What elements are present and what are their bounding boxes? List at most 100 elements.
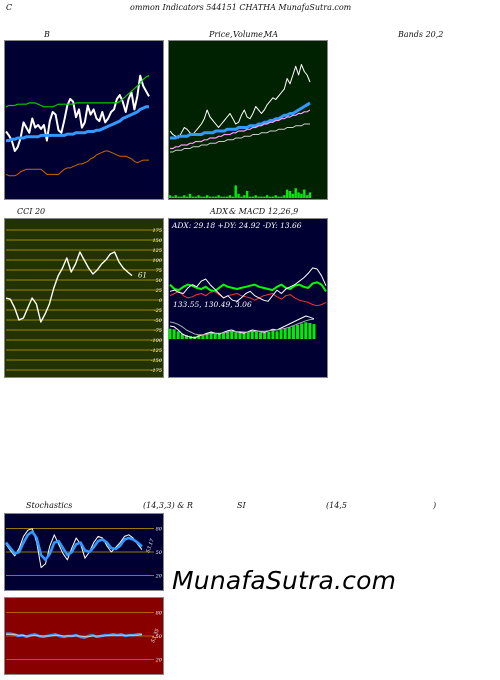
volume-bar <box>308 192 312 198</box>
volume-bar <box>251 196 255 198</box>
price-title-1: Price, <box>209 30 233 39</box>
stoch-svg: 80 50 20 53.17 <box>4 513 164 591</box>
macd-hist-bar <box>226 331 230 339</box>
rsi-rsi_smooth-line <box>6 633 143 638</box>
cci-tick-label: 175 <box>152 228 162 234</box>
bb-middle-line <box>6 105 149 143</box>
macd-hist-bar <box>168 328 172 339</box>
adx-svg: ADX: 29.18 +DY: 24.92 -DY: 13.66 133.55, … <box>168 218 328 378</box>
macd-hist-bar <box>209 332 213 339</box>
cci-tick-label: 125 <box>152 248 162 254</box>
volume-bar <box>288 191 292 198</box>
price-ma_slow-line <box>170 123 310 153</box>
volume-bar <box>283 195 286 198</box>
volume-bar <box>191 196 195 198</box>
cci-tick-label: 25 <box>155 288 162 294</box>
macd-macd-line <box>169 315 315 339</box>
cci-tick-label: -175 <box>151 368 162 374</box>
volume-bar <box>271 196 275 198</box>
cci-title: CCI 20 <box>17 207 46 216</box>
stoch-title-1: Stochastics <box>26 501 73 510</box>
macd-hist-bar <box>271 330 275 339</box>
macd-hist-bar <box>279 330 283 339</box>
volume-bar <box>254 195 257 198</box>
rsi-last-value: 53.35 <box>150 628 161 644</box>
macd-hist-bar <box>312 324 316 339</box>
adx-ADX-line <box>169 267 327 302</box>
price-ma_mid-line <box>170 109 311 150</box>
volume-bar <box>228 195 232 198</box>
adx-+DI-line <box>169 281 327 293</box>
cci-tick-label: -125 <box>151 348 162 354</box>
macd-hist-bar <box>180 333 184 339</box>
rsi-tick-label: 50 <box>156 634 163 640</box>
cci-tick-label: -150 <box>151 358 163 364</box>
macd-hist-bar <box>287 327 291 339</box>
volume-bar <box>245 191 249 198</box>
cci-line <box>5 251 133 323</box>
stoch-tick-label: 50 <box>156 550 163 556</box>
volume-bar <box>231 196 235 198</box>
cci-tick-label: 50 <box>156 278 163 284</box>
adx-title-1: ADX <box>210 207 228 216</box>
volume-bar <box>205 195 209 198</box>
stoch-title-4: (14,5 <box>326 501 347 510</box>
volume-bar <box>234 185 237 198</box>
volume-bar <box>294 188 297 198</box>
panel-background <box>4 218 164 378</box>
macd-hist-bar <box>254 331 258 339</box>
volume-bar <box>237 193 240 198</box>
stoch-last-value: 53.17 <box>145 537 156 553</box>
volume-bar <box>243 195 246 198</box>
volume-bar <box>240 196 243 198</box>
macd-hist-bar <box>283 328 287 339</box>
cci-tick-label: -25 <box>154 308 162 314</box>
volume-bar <box>200 196 203 198</box>
macd-hist-bar <box>250 331 254 339</box>
volume-bar <box>223 196 226 198</box>
stoch-%D-line <box>4 530 143 562</box>
macd-hist-bar <box>201 334 205 339</box>
volume-bar <box>305 195 309 198</box>
volume-bar <box>220 196 223 198</box>
price-title-2: Volume, <box>233 30 266 39</box>
bands-title: Bands 20,2 <box>398 30 444 39</box>
volume-bar <box>211 196 215 198</box>
bb-lower-line <box>5 150 149 177</box>
volume-bar <box>265 195 269 198</box>
volume-bar <box>280 196 283 198</box>
macd-hist-bar <box>267 331 271 339</box>
volume-bar <box>168 195 172 198</box>
rsi-tick-label: 80 <box>156 611 163 617</box>
volume-bar <box>248 196 252 198</box>
volume-bar <box>194 196 197 198</box>
volume-bar <box>260 196 263 198</box>
macd-hist-bar <box>221 332 225 339</box>
cci-tick-label: 0 <box>159 298 163 304</box>
volume-bar <box>225 196 229 198</box>
volume-bar <box>257 196 260 198</box>
macd-hist-bar <box>205 333 209 339</box>
volume-bar <box>171 196 175 198</box>
macd-hist-bar <box>300 323 304 339</box>
volume-bar <box>274 195 277 198</box>
macd-hist-bar <box>296 324 300 339</box>
macd-hist-bar <box>230 331 234 339</box>
macd-hist-bar <box>263 332 267 339</box>
volume-bar <box>217 195 220 198</box>
stoch-title-5: ) <box>433 501 437 510</box>
macd-hist-bar <box>234 332 238 339</box>
volume-bar <box>185 196 189 198</box>
panel-background <box>168 218 328 378</box>
cci-chart: 175 150 125 100 75 50 25 0 -25 -50 -75 -100 -125 -150… <box>4 218 164 378</box>
macd-hist-bar <box>176 331 180 339</box>
cci-tick-label: 100 <box>152 258 162 264</box>
macd-hist-bar <box>217 333 221 339</box>
rsi-tick-label: 20 <box>155 657 163 663</box>
volume-bar <box>197 195 200 198</box>
volume-bar <box>214 196 217 198</box>
cci-svg: 175 150 125 100 75 50 25 0 -25 -50 -75 -100 -125 -150… <box>4 218 164 378</box>
volume-bar <box>277 196 280 198</box>
header-title: ommon Indicators 544151 CHATHA MunafaSut… <box>130 3 352 12</box>
bb-upper-line <box>5 75 150 108</box>
